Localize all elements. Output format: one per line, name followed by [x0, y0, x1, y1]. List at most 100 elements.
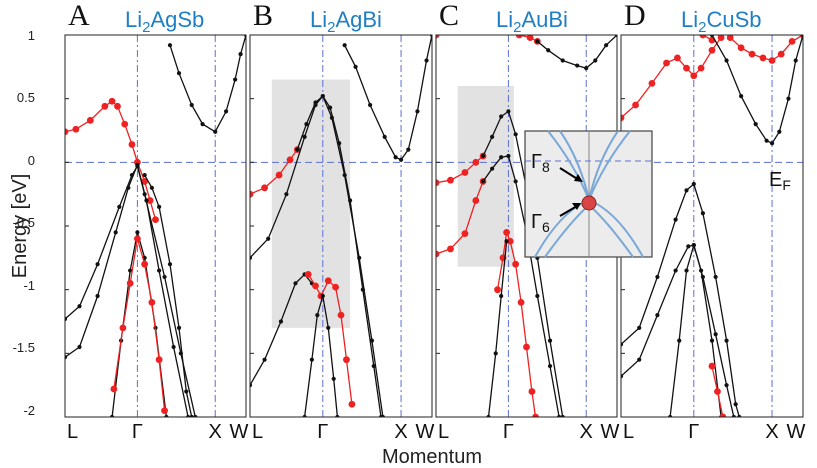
band-point: [148, 299, 156, 306]
compound-rest: CuSb: [706, 7, 761, 32]
band-point: [398, 157, 404, 162]
panel-letter: B: [253, 0, 273, 32]
inset-arrowhead-gamma8: [574, 174, 583, 182]
y-tick-neg2: -2: [23, 403, 35, 418]
band-point: [724, 58, 729, 63]
compound-subscript: 2: [698, 19, 706, 36]
band-point: [584, 66, 589, 71]
kpoint-label-1: Γ: [132, 421, 143, 443]
band-point: [547, 363, 553, 369]
band-point: [134, 235, 141, 243]
band-point: [648, 79, 656, 87]
band-point: [472, 197, 480, 204]
kpoint-label-0: L: [438, 421, 449, 443]
band-line-6: [669, 242, 722, 417]
band-point: [690, 72, 698, 80]
band-point: [135, 164, 140, 169]
band-line-6: [344, 35, 432, 161]
band-point: [526, 35, 534, 41]
compound-subscript: 2: [142, 19, 150, 36]
band-point: [302, 414, 307, 417]
y-axis-ticks: 1 0.5 0 -0.5 -1 -1.5 -2: [13, 28, 35, 418]
compound-subscript: 2: [327, 19, 335, 36]
band-point: [683, 64, 690, 72]
band-point: [193, 414, 198, 417]
band-point: [77, 304, 82, 309]
band-line-1: [296, 95, 382, 417]
band-line-5: [621, 244, 735, 417]
band-point: [447, 176, 454, 184]
band-point: [429, 35, 432, 38]
band-point: [490, 134, 495, 139]
band-point: [342, 43, 347, 48]
band-point: [343, 356, 350, 364]
band-point: [415, 109, 420, 114]
band-point: [668, 414, 673, 417]
band-point: [684, 188, 689, 193]
band-point: [304, 122, 309, 127]
y-tick-0.5: 0.5: [17, 90, 35, 105]
kpoint-label-3: W: [416, 421, 435, 443]
compound-title: Li2AgBi: [310, 7, 382, 36]
band-point: [726, 35, 734, 41]
kpoint-label-3: W: [601, 421, 620, 443]
band-point: [560, 414, 565, 417]
band-point: [697, 64, 705, 72]
band-point: [406, 147, 411, 152]
band-point: [278, 319, 284, 324]
band-line-4: [111, 232, 168, 417]
band-point: [713, 274, 718, 280]
band-point: [223, 109, 229, 114]
band-point: [504, 239, 509, 244]
band-point: [700, 211, 706, 216]
band-point: [304, 270, 312, 278]
band-point: [324, 277, 332, 285]
band-point: [113, 230, 118, 235]
band-point: [129, 172, 135, 178]
band-point: [157, 268, 162, 273]
band-point: [786, 96, 791, 101]
band-point: [733, 402, 738, 407]
kpoint-label-0: L: [623, 421, 634, 443]
band-point: [709, 338, 715, 343]
band-point: [101, 102, 109, 110]
band-point: [523, 343, 530, 351]
band-point: [142, 192, 147, 197]
band-point: [769, 141, 775, 146]
band-point: [699, 35, 707, 39]
y-tick-neg1.5: -1.5: [13, 340, 35, 355]
band-point: [621, 114, 625, 122]
band-point: [293, 281, 298, 286]
panel-a: L Γ X W A Li2AgSb: [64, 0, 249, 443]
band-point: [128, 141, 136, 148]
band-point: [337, 311, 345, 319]
band-point: [528, 388, 536, 395]
band-point: [759, 54, 767, 62]
band-point: [677, 338, 682, 343]
band-point: [614, 35, 617, 38]
band-point: [313, 102, 318, 108]
band-point: [72, 125, 80, 133]
band-point: [275, 171, 283, 179]
band-point: [499, 155, 504, 160]
band-point: [77, 344, 82, 350]
band-point: [189, 414, 194, 417]
band-point: [309, 357, 314, 362]
band-point: [436, 179, 440, 187]
band-point: [302, 134, 307, 139]
inset-band-zoom: Γ8 Γ6: [524, 130, 653, 258]
band-point: [764, 138, 769, 143]
band-point: [547, 338, 553, 343]
band-point: [739, 94, 744, 99]
band-point: [637, 357, 642, 362]
x-axis-label: Momentum: [382, 446, 482, 468]
inset-label-gamma6: Γ6: [531, 211, 550, 235]
kpoint-label-3: W: [230, 421, 249, 443]
band-point: [655, 313, 660, 318]
band-point: [713, 332, 718, 337]
band-point: [461, 169, 469, 176]
band-point: [342, 172, 347, 178]
kpoint-label-1: Γ: [317, 421, 328, 443]
compound-base: Li: [310, 7, 327, 32]
